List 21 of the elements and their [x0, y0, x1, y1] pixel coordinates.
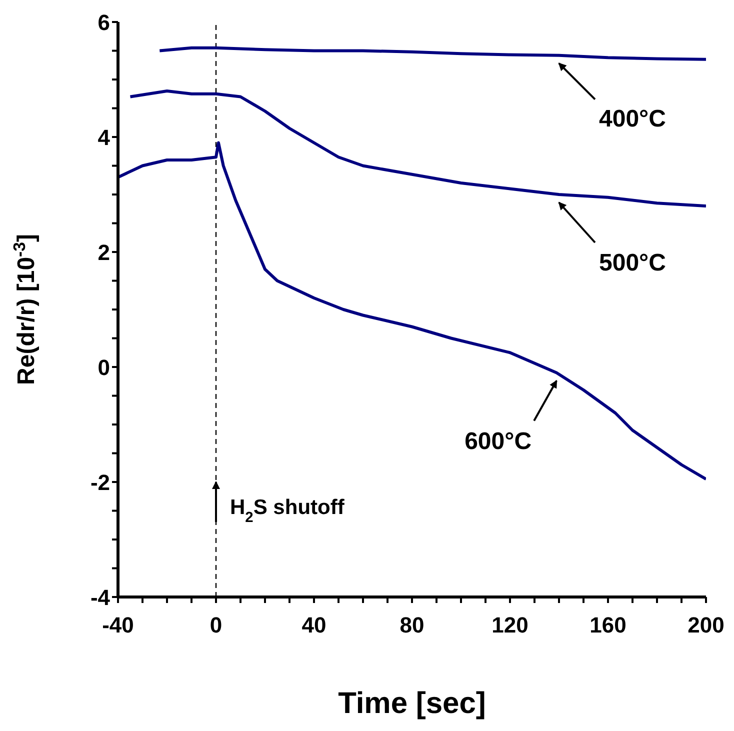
- line-series: [128, 90, 706, 208]
- x-tick-label: -40: [102, 612, 134, 638]
- x-tick-label: 200: [688, 612, 724, 638]
- y-tick-label: -4: [90, 584, 111, 610]
- x-tick-label: 160: [590, 612, 626, 638]
- y-tick-label: 6: [98, 10, 110, 35]
- x-tick-label: 40: [302, 612, 326, 638]
- series-label: 400°C: [599, 105, 666, 132]
- line-series: [158, 46, 706, 61]
- x-tick-label: 0: [210, 612, 222, 638]
- annotation: H$_{2}$S shutoff: [230, 496, 346, 526]
- text: 600°C: [464, 428, 532, 455]
- y-tick-label: 0: [98, 354, 110, 380]
- x-tick-label: 120: [492, 612, 528, 638]
- y-tick-label: -2: [90, 470, 110, 495]
- x-axis-title: Time [sec]: [338, 687, 486, 720]
- x-tick-label: 80: [400, 612, 424, 638]
- y-tick-label: 2: [98, 240, 110, 265]
- line-series: [118, 141, 706, 481]
- series-label: 500°C: [599, 250, 666, 276]
- y-tick-label: 4: [98, 124, 111, 150]
